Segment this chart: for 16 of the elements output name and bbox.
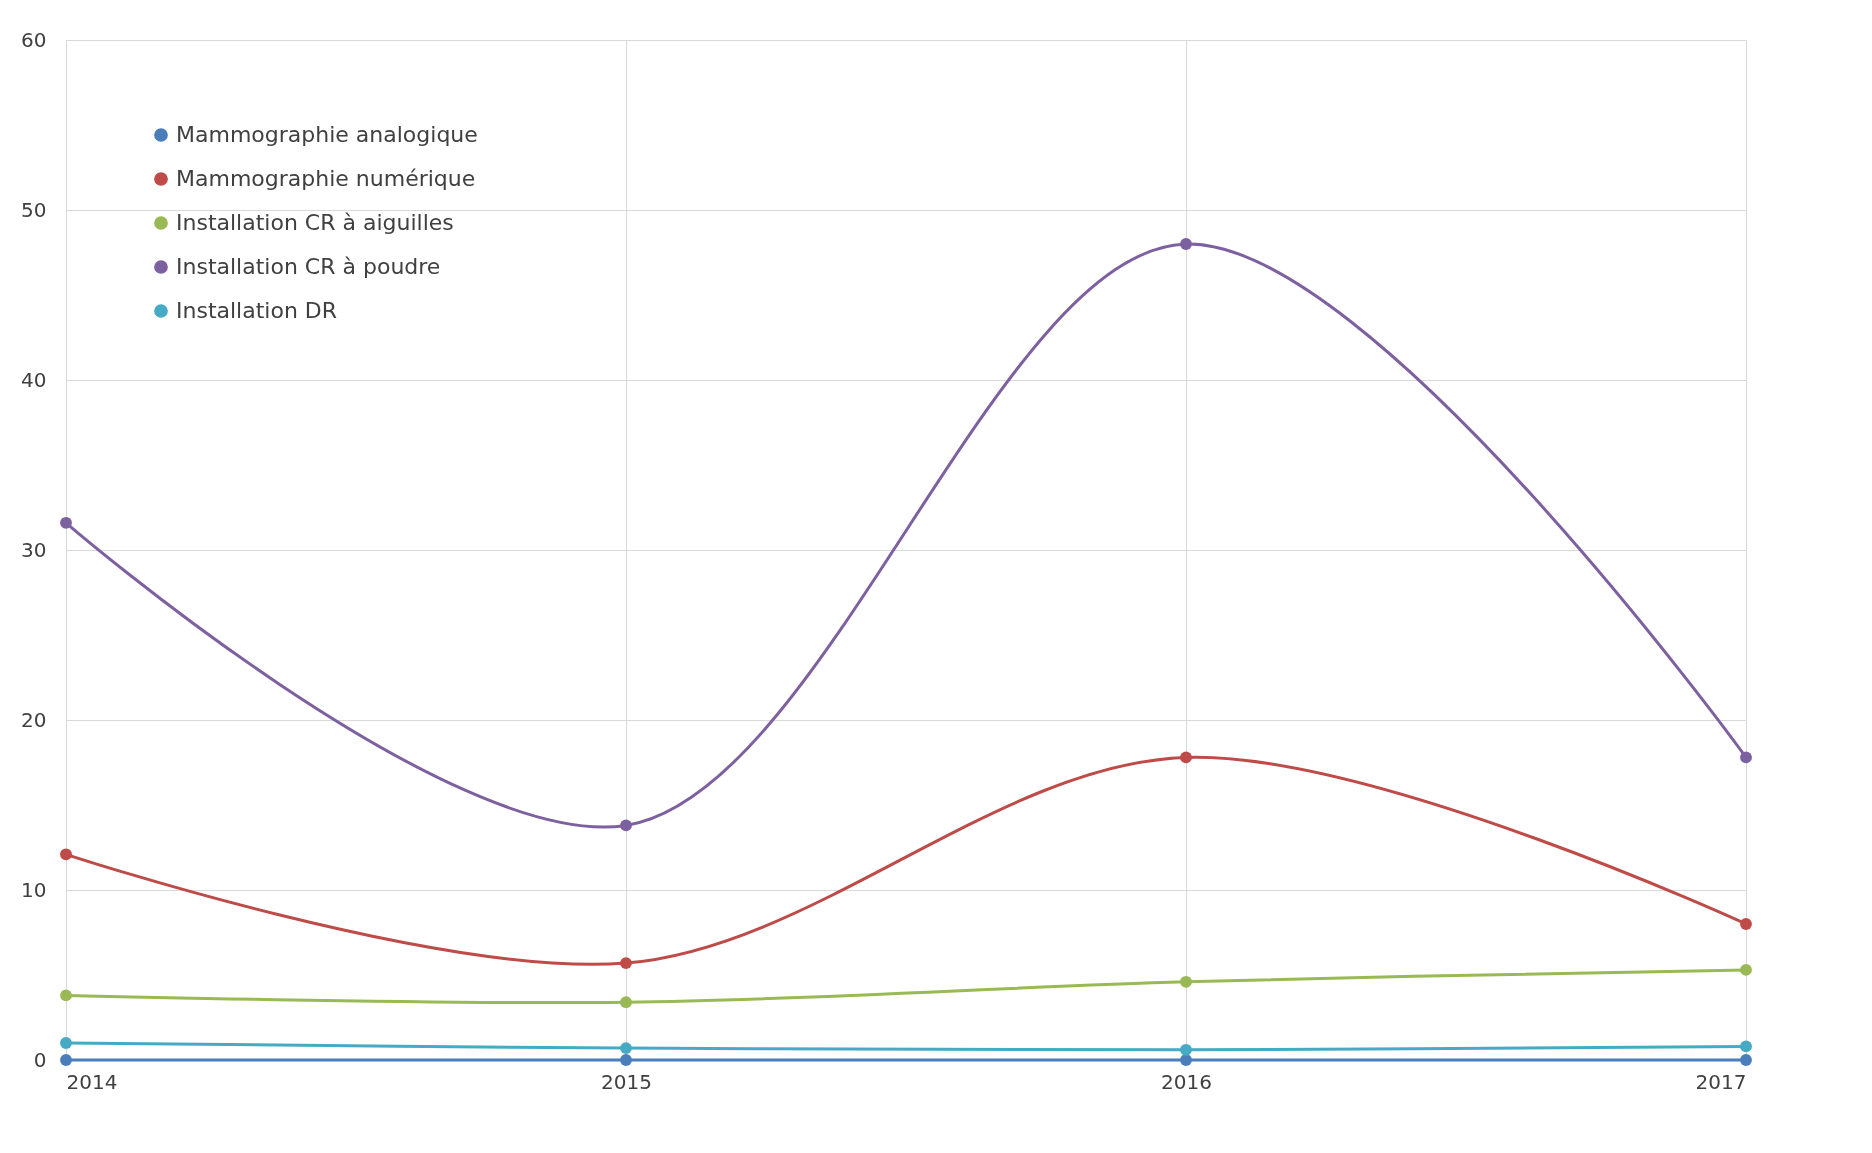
- x-tick-label: 2015: [601, 1069, 652, 1094]
- legend-label: Installation CR à aiguilles: [176, 210, 454, 235]
- y-tick-label: 50: [21, 197, 47, 222]
- x-tick-label: 2017: [1695, 1069, 1747, 1094]
- legend-label: Installation CR à poudre: [176, 254, 441, 279]
- legend-label: Mammographie numérique: [176, 166, 476, 191]
- y-tick-label: 30: [21, 537, 47, 562]
- y-tick-label: 40: [21, 367, 47, 392]
- x-tick-label: 2016: [1161, 1069, 1212, 1094]
- y-tick-label: 60: [21, 27, 47, 52]
- legend-label: Installation DR: [176, 298, 338, 323]
- x-tick-label: 2014: [66, 1069, 118, 1094]
- y-tick-label: 10: [21, 877, 47, 902]
- legend-label: Mammographie analogique: [176, 122, 478, 147]
- y-tick-label: 20: [21, 707, 47, 732]
- y-tick-label: 0: [33, 1047, 47, 1072]
